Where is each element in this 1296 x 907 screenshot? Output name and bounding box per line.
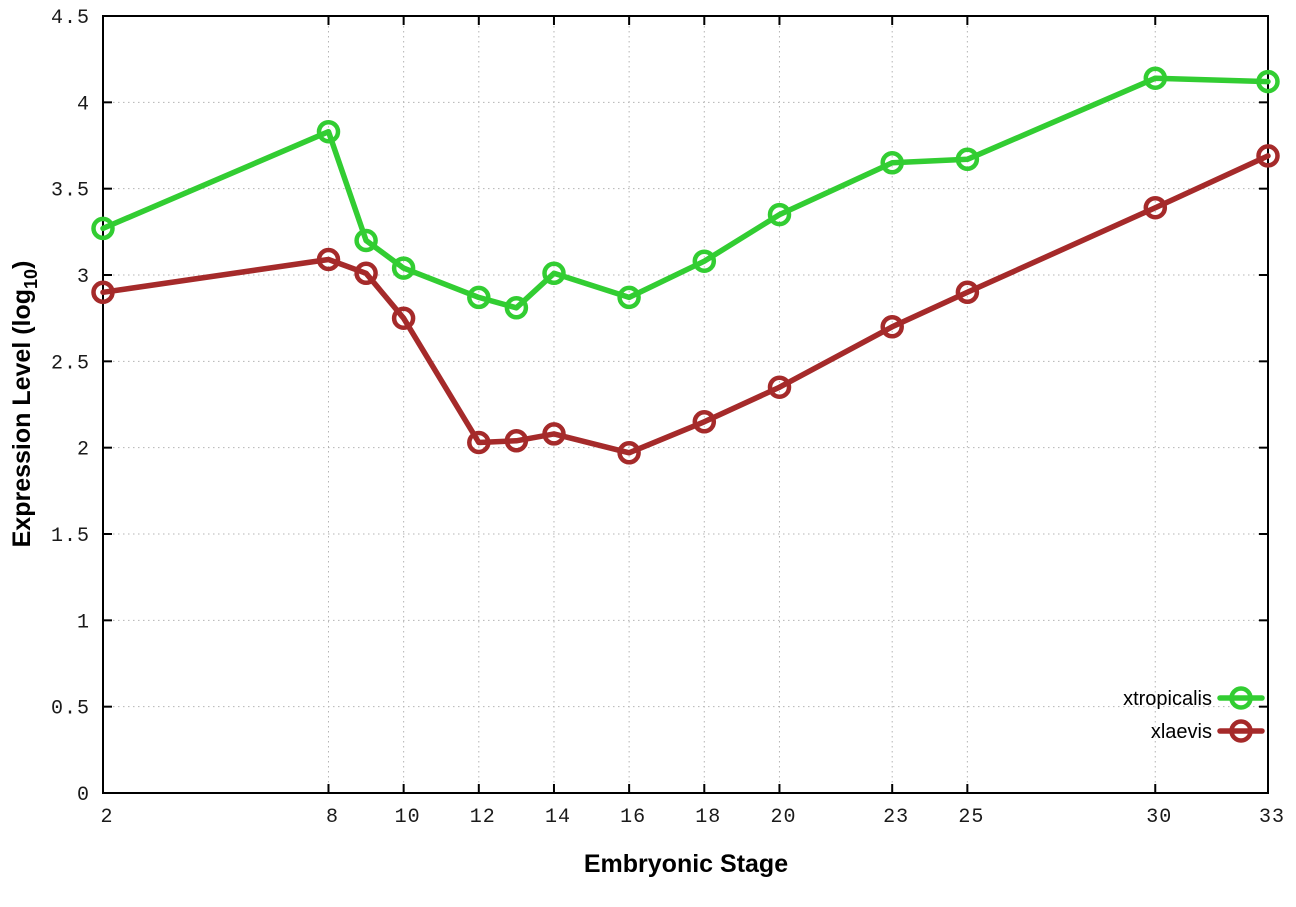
data-point-xtropicalis-stage-23 — [880, 151, 904, 175]
data-point-xlaevis-stage-16 — [617, 441, 641, 465]
legend-label-xtropicalis: xtropicalis — [1123, 688, 1212, 710]
x-tick-labels: 2 8 10 12 14 16 18 20 23 25 30 33 — [100, 806, 1285, 829]
y-axis-title-main: Expression Level (log — [8, 289, 36, 547]
data-point-xlaevis-stage-33 — [1256, 144, 1280, 168]
x-tick-label: 12 — [470, 806, 496, 829]
data-point-xtropicalis-stage-8 — [316, 119, 341, 144]
x-tick-label: 25 — [958, 806, 984, 829]
data-point-xtropicalis-stage-30 — [1143, 66, 1168, 90]
y-axis-title-close: ) — [8, 261, 36, 269]
legend: xtropicalis xlaevis — [1123, 686, 1265, 743]
data-point-xlaevis-stage-25 — [955, 280, 980, 305]
data-point-xtropicalis-stage-12 — [467, 285, 491, 310]
series-line-xlaevis — [100, 153, 1271, 456]
y-tick-labels: 0 0.5 1 1.5 2 2.5 3 3.5 4 4.5 — [51, 7, 90, 807]
x-tick-label: 18 — [695, 806, 721, 829]
y-tick-label: 0 — [77, 784, 90, 807]
y-tick-label: 1.5 — [51, 525, 90, 548]
legend-item-xtropicalis: xtropicalis — [1123, 686, 1265, 710]
y-axis-title-subscript: 10 — [21, 269, 41, 289]
data-point-xlaevis-stage-13 — [504, 429, 529, 453]
legend-sample-marker-xtropicalis — [1229, 686, 1253, 710]
x-tick-label: 20 — [770, 806, 796, 829]
data-point-xtropicalis-stage-14 — [542, 261, 566, 286]
y-tick-label: 4 — [77, 93, 90, 116]
y-axis-title: Expression Level (log10) — [8, 261, 41, 548]
y-tick-label: 0.5 — [51, 698, 90, 721]
x-tick-label: 16 — [620, 806, 646, 829]
data-point-xtropicalis-stage-16 — [617, 285, 641, 310]
x-tick-label: 33 — [1259, 806, 1285, 829]
data-point-xlaevis-stage-12 — [467, 430, 491, 455]
data-point-xtropicalis-stage-10 — [391, 256, 416, 280]
grid-lines — [103, 16, 1268, 793]
series-line-xtropicalis — [100, 75, 1271, 311]
data-point-xtropicalis-stage-18 — [692, 249, 717, 273]
x-tick-label: 14 — [545, 806, 571, 829]
x-tick-label: 2 — [100, 806, 113, 829]
data-point-xtropicalis-stage-9 — [354, 228, 378, 253]
x-axis-title: Embryonic Stage — [584, 850, 788, 878]
data-point-xlaevis-stage-10 — [391, 306, 416, 330]
y-tick-label: 3.5 — [51, 180, 90, 203]
data-point-xtropicalis-stage-2 — [91, 216, 115, 241]
axis-ticks — [102, 15, 1269, 794]
data-point-xlaevis-stage-9 — [354, 261, 378, 286]
data-point-xlaevis-stage-20 — [767, 375, 792, 399]
x-tick-label: 10 — [395, 806, 421, 829]
data-point-xtropicalis-stage-25 — [955, 147, 980, 172]
data-series — [91, 66, 1280, 465]
y-tick-label: 2 — [77, 439, 90, 462]
plot-border — [102, 15, 1269, 794]
data-point-xlaevis-stage-8 — [316, 247, 341, 272]
y-tick-label: 4.5 — [51, 7, 90, 30]
data-point-xlaevis-stage-2 — [91, 280, 115, 305]
data-point-xtropicalis-stage-13 — [504, 296, 529, 320]
y-tick-label: 2.5 — [51, 352, 90, 375]
x-tick-label: 8 — [326, 806, 339, 829]
data-point-xtropicalis-stage-20 — [767, 202, 792, 227]
legend-label-xlaevis: xlaevis — [1151, 721, 1212, 743]
legend-sample-marker-xlaevis — [1229, 719, 1253, 743]
data-point-xlaevis-stage-23 — [880, 315, 904, 339]
data-point-xtropicalis-stage-33 — [1256, 69, 1280, 94]
data-point-xlaevis-stage-14 — [542, 422, 566, 446]
data-point-xlaevis-stage-30 — [1143, 195, 1168, 220]
legend-item-xlaevis: xlaevis — [1151, 719, 1265, 743]
data-point-xlaevis-stage-18 — [692, 410, 717, 434]
x-tick-label: 30 — [1146, 806, 1172, 829]
y-tick-label: 1 — [77, 611, 90, 634]
y-tick-label: 3 — [77, 266, 90, 289]
x-tick-label: 23 — [883, 806, 909, 829]
